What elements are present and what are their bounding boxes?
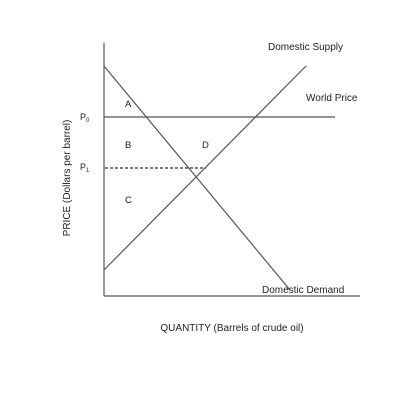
world-price-label: World Price — [306, 93, 358, 104]
region-c-label: C — [125, 195, 132, 206]
supply-label: Domestic Supply — [268, 42, 343, 53]
x-axis-label: QUANTITY (Barrels of crude oil) — [160, 323, 303, 334]
p1-label: P1 — [80, 162, 90, 174]
demand-label: Domestic Demand — [262, 285, 344, 296]
region-a-label: A — [125, 99, 132, 110]
y-axis-label: PRICE (Dollars per barrel) — [62, 120, 73, 237]
p0-label: P0 — [80, 112, 90, 124]
region-b-label: B — [125, 140, 131, 151]
demand-curve — [103, 65, 291, 291]
region-d-label: D — [202, 140, 209, 151]
